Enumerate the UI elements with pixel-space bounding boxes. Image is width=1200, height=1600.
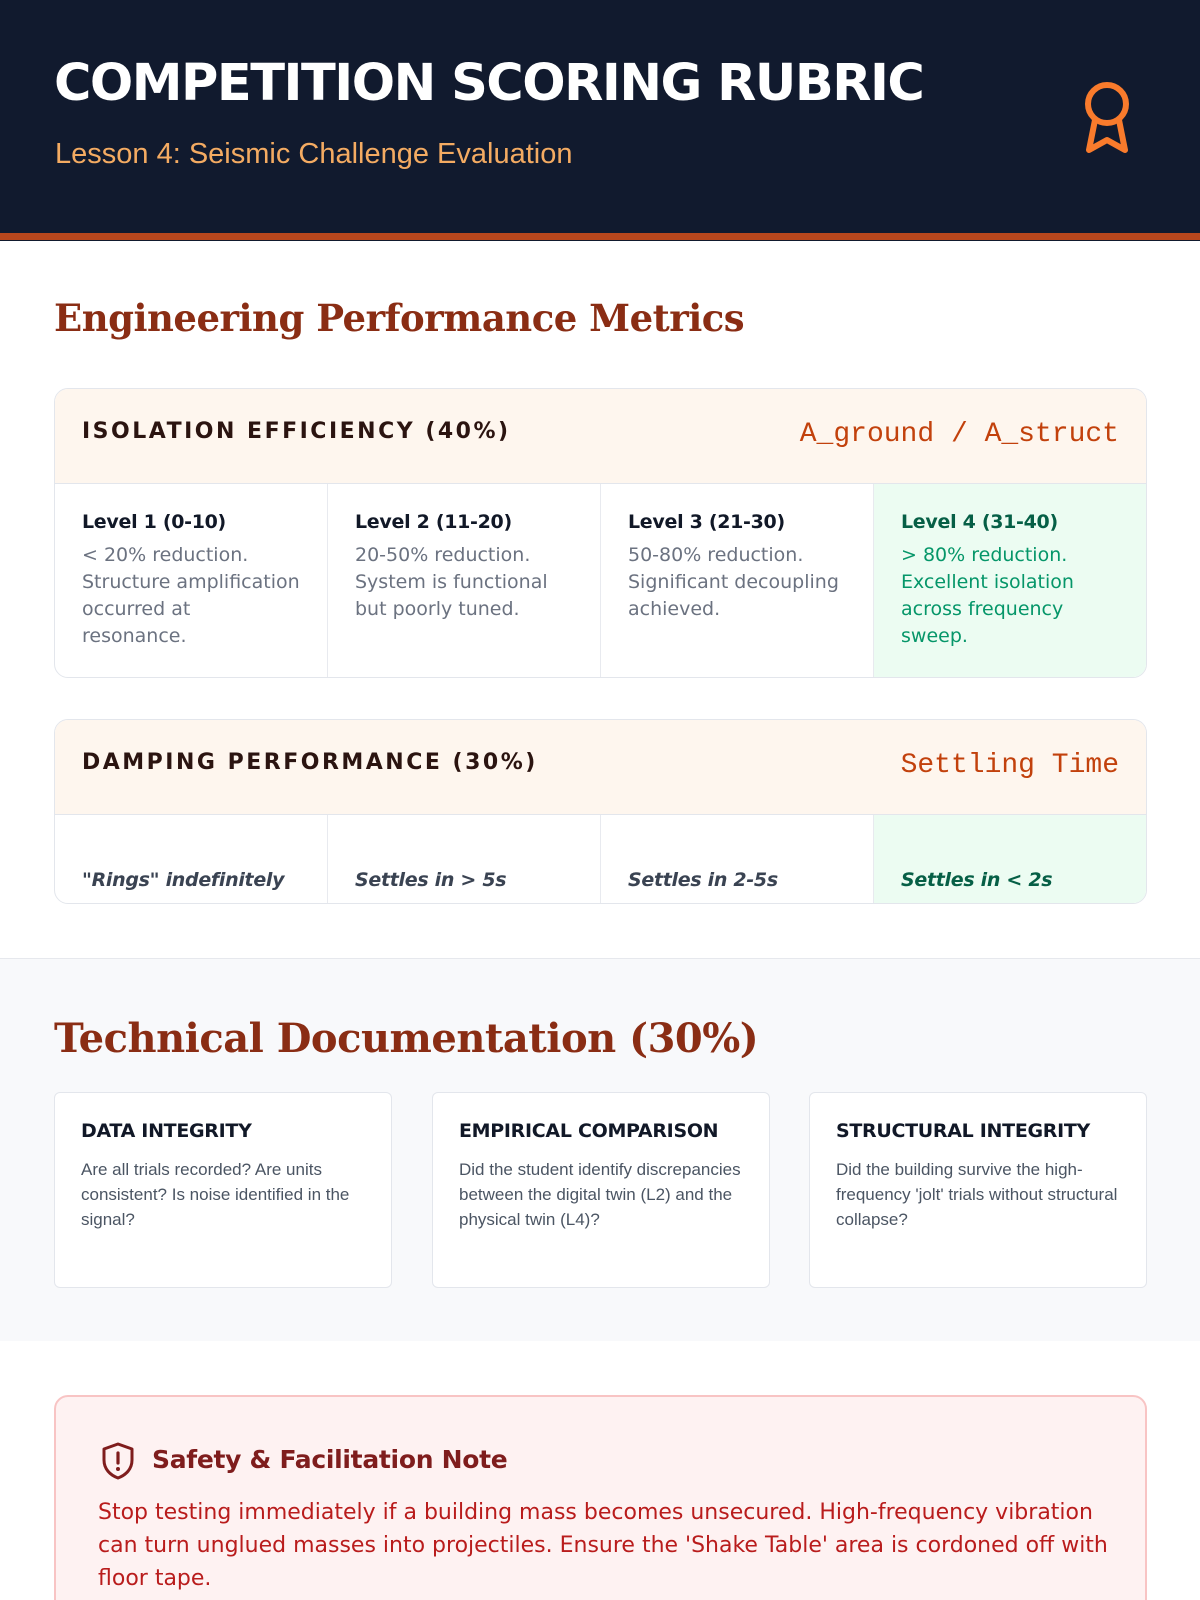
level-description: < 20% reduction. Structure amplification… (82, 544, 300, 647)
level-description: 20-50% reduction. System is functional b… (355, 544, 548, 620)
isolation-level-3: Level 3 (21-30) 50-80% reduction. Signif… (601, 484, 874, 677)
isolation-level-1: Level 1 (0-10) < 20% reduction. Structur… (55, 484, 328, 677)
safety-title: Safety & Facilitation Note (152, 1445, 508, 1474)
damping-level-3: Settles in 2-5s (601, 815, 874, 903)
damping-criterion: Settles in > 5s (355, 869, 507, 891)
level-title: Level 4 (31-40) (901, 511, 1058, 533)
shield-alert-icon (102, 1442, 134, 1480)
damping-level-4: Settles in < 2s (874, 815, 1146, 903)
safety-note: Safety & Facilitation Note Stop testing … (54, 1395, 1147, 1600)
doc-card-title: DATA INTEGRITY (81, 1120, 252, 1142)
page-subtitle: Lesson 4: Seismic Challenge Evaluation (55, 138, 573, 170)
doc-card-description: Did the student identify discrepancies b… (459, 1160, 741, 1229)
award-ribbon-icon (1085, 82, 1129, 153)
damping-card-header: DAMPING PERFORMANCE (30%) Settling Time (55, 720, 1146, 815)
level-title: Level 2 (11-20) (355, 511, 512, 533)
header-accent-rule (0, 233, 1200, 240)
isolation-formula: A_ground / A_struct (799, 419, 1119, 450)
damping-levels: "Rings" indefinitely Settles in > 5s Set… (55, 815, 1146, 903)
damping-title: DAMPING PERFORMANCE (30%) (82, 750, 538, 775)
data-integrity-card: DATA INTEGRITY Are all trials recorded? … (54, 1092, 392, 1288)
documentation-heading: Technical Documentation (30%) (54, 1015, 759, 1062)
level-title: Level 1 (0-10) (82, 511, 226, 533)
empirical-comparison-card: EMPIRICAL COMPARISON Did the student ide… (432, 1092, 770, 1288)
isolation-levels: Level 1 (0-10) < 20% reduction. Structur… (55, 484, 1146, 677)
isolation-level-4: Level 4 (31-40) > 80% reduction. Excelle… (874, 484, 1146, 677)
page-header: COMPETITION SCORING RUBRIC Lesson 4: Sei… (0, 0, 1200, 241)
level-description: 50-80% reduction. Significant decoupling… (628, 544, 839, 620)
damping-criterion: "Rings" indefinitely (82, 869, 285, 891)
safety-text: Stop testing immediately if a building m… (98, 1500, 1108, 1591)
damping-criterion: Settles in 2-5s (628, 869, 778, 891)
isolation-efficiency-card: ISOLATION EFFICIENCY (40%) A_ground / A_… (54, 388, 1147, 678)
performance-heading: Engineering Performance Metrics (54, 296, 745, 340)
isolation-title: ISOLATION EFFICIENCY (40%) (82, 419, 511, 444)
damping-criterion: Settles in < 2s (901, 869, 1053, 891)
damping-performance-card: DAMPING PERFORMANCE (30%) Settling Time … (54, 719, 1147, 904)
isolation-level-2: Level 2 (11-20) 20-50% reduction. System… (328, 484, 601, 677)
level-description: > 80% reduction. Excellent isolation acr… (901, 544, 1074, 647)
isolation-card-header: ISOLATION EFFICIENCY (40%) A_ground / A_… (55, 389, 1146, 484)
doc-card-description: Are all trials recorded? Are units consi… (81, 1160, 350, 1229)
damping-level-2: Settles in > 5s (328, 815, 601, 903)
doc-card-description: Did the building survive the high-freque… (836, 1160, 1118, 1229)
damping-formula: Settling Time (900, 750, 1119, 781)
level-title: Level 3 (21-30) (628, 511, 785, 533)
damping-level-1: "Rings" indefinitely (55, 815, 328, 903)
page-title: COMPETITION SCORING RUBRIC (54, 54, 925, 113)
doc-card-title: EMPIRICAL COMPARISON (459, 1120, 719, 1142)
doc-card-title: STRUCTURAL INTEGRITY (836, 1120, 1091, 1142)
structural-integrity-card: STRUCTURAL INTEGRITY Did the building su… (809, 1092, 1147, 1288)
